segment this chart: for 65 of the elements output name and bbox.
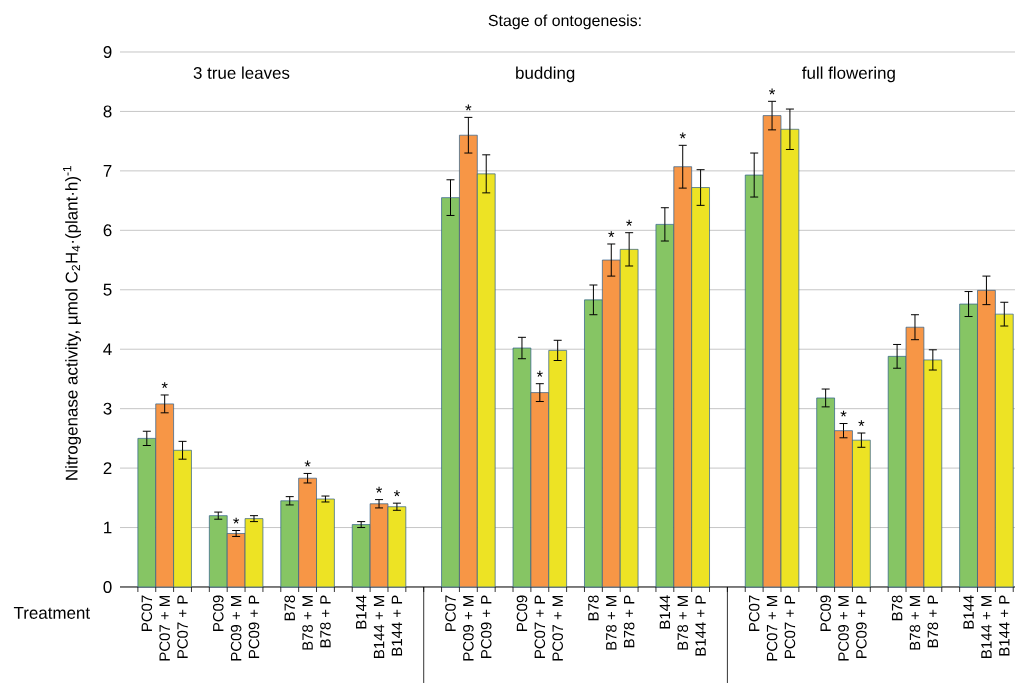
y-tick-label: 0 <box>103 580 112 593</box>
x-tick-label: B144 + P <box>391 595 403 656</box>
data-label: * <box>858 420 865 427</box>
y-tick-label: 1 <box>104 521 112 534</box>
x-tick-label: PC07 + M <box>159 596 170 661</box>
x-tick-label: PC07 + P <box>534 595 546 658</box>
x-tick-label: PC09 <box>212 595 224 631</box>
data-label: * <box>626 219 633 226</box>
x-tick-label: B144 + P <box>695 595 706 656</box>
x-tick-label: PC09 + P <box>480 595 492 658</box>
x-tick-label: B144 + P <box>999 595 1010 656</box>
y-tick-label: 4 <box>103 343 112 356</box>
x-tick-label: PC09 + P <box>248 595 260 658</box>
x-tick-label: B144 + M <box>981 596 992 658</box>
x-tick-label: PC07 + M <box>552 596 563 661</box>
y-tick-label: 5 <box>103 283 112 296</box>
x-tick-label: PC07 + P <box>177 595 188 658</box>
data-label: * <box>233 517 240 524</box>
x-axis-title: Treatment <box>13 607 90 619</box>
data-label: * <box>161 382 168 389</box>
data-label: * <box>840 410 847 417</box>
x-tick-label: B78 + P <box>623 595 635 648</box>
x-tick-label: B78 + M <box>909 596 921 650</box>
x-tick-label: PC07 <box>748 595 760 631</box>
x-tick-label: PC09 + M <box>230 596 242 661</box>
y-tick-label: 8 <box>103 105 112 118</box>
data-label: * <box>769 88 776 95</box>
data-label: * <box>536 370 543 377</box>
x-tick-label: PC09 <box>820 595 831 631</box>
x-tick-label: B144 <box>659 595 671 629</box>
y-tick-label: 7 <box>103 165 112 177</box>
x-tick-label: B78 <box>284 595 296 621</box>
x-tick-label: B78 + P <box>320 595 331 648</box>
data-label: * <box>304 460 311 467</box>
x-tick-label: B144 <box>356 595 367 629</box>
data-label: * <box>679 132 686 139</box>
annotation: budding <box>516 66 575 83</box>
x-tick-label: PC07 <box>445 595 456 631</box>
x-tick-label: B144 + M <box>373 596 385 658</box>
x-tick-label: PC09 + M <box>463 596 474 661</box>
x-tick-label: PC07 + M <box>766 596 778 661</box>
x-tick-label: B78 <box>891 595 903 621</box>
annotation: 3 true leaves <box>193 66 290 79</box>
y-tick-label: 6 <box>103 224 112 237</box>
x-tick-label: B78 + M <box>302 596 313 650</box>
data-label: * <box>608 231 615 238</box>
x-tick-label: B78 + M <box>677 596 689 650</box>
x-tick-label: PC09 <box>516 595 528 631</box>
y-tick-label: 9 <box>103 45 112 58</box>
x-tick-label: B144 <box>963 595 974 629</box>
data-label: * <box>393 490 400 497</box>
chart-title: Stage of ontogenesis: <box>488 14 641 30</box>
y-tick-label: 2 <box>103 462 112 475</box>
x-tick-label: PC09 + P <box>856 595 867 658</box>
x-tick-label: B78 <box>588 595 599 621</box>
annotation: full flowering <box>802 66 895 83</box>
x-tick-label: B78 + M <box>605 596 617 650</box>
x-tick-label: PC09 + M <box>838 596 849 661</box>
data-label: * <box>465 104 472 111</box>
x-tick-label: PC07 + P <box>784 595 796 658</box>
x-tick-label: B78 + P <box>927 595 939 648</box>
x-tick-label: PC07 <box>141 595 153 631</box>
y-tick-label: 3 <box>103 402 112 415</box>
y-axis-title: Nitrogenase activity, µmol C$_{2}$H$_{4}$·(plant·h)$^{-1}$ <box>63 166 81 480</box>
data-label: * <box>376 486 383 493</box>
